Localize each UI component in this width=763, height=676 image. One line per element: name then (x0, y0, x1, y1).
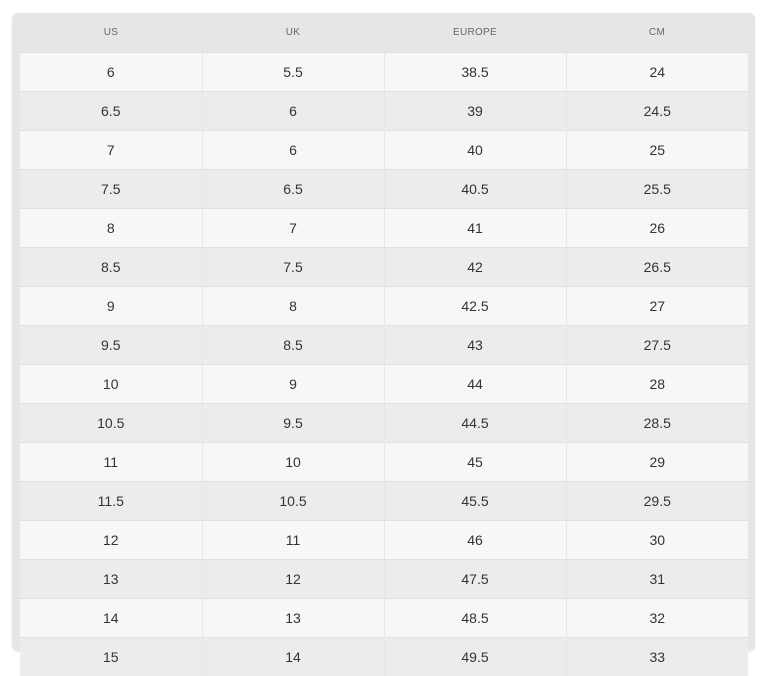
cell-us: 6 (20, 53, 202, 92)
cell-us: 9.5 (20, 326, 202, 365)
cell-us: 8 (20, 209, 202, 248)
cell-europe: 44.5 (384, 404, 566, 443)
cell-us: 9 (20, 287, 202, 326)
cell-us: 7 (20, 131, 202, 170)
cell-cm: 33 (566, 638, 748, 676)
cell-europe: 42.5 (384, 287, 566, 326)
cell-us: 10 (20, 365, 202, 404)
cell-europe: 45 (384, 443, 566, 482)
cell-cm: 26 (566, 209, 748, 248)
cell-cm: 29 (566, 443, 748, 482)
cell-cm: 29.5 (566, 482, 748, 521)
cell-us: 8.5 (20, 248, 202, 287)
cell-cm: 31 (566, 560, 748, 599)
cell-us: 13 (20, 560, 202, 599)
cell-europe: 40.5 (384, 170, 566, 209)
cell-uk: 9 (202, 365, 384, 404)
cell-europe: 38.5 (384, 53, 566, 92)
cell-cm: 32 (566, 599, 748, 638)
cell-us: 14 (20, 599, 202, 638)
cell-europe: 40 (384, 131, 566, 170)
cell-uk: 6 (202, 131, 384, 170)
cell-cm: 28.5 (566, 404, 748, 443)
cell-us: 6.5 (20, 92, 202, 131)
cell-uk: 7.5 (202, 248, 384, 287)
header-uk: UK (202, 13, 384, 53)
cell-us: 7.5 (20, 170, 202, 209)
cell-uk: 11 (202, 521, 384, 560)
cell-cm: 25.5 (566, 170, 748, 209)
cell-uk: 10 (202, 443, 384, 482)
cell-cm: 27 (566, 287, 748, 326)
cell-us: 15 (20, 638, 202, 676)
cell-europe: 39 (384, 92, 566, 131)
header-us: US (20, 13, 202, 53)
cell-cm: 30 (566, 521, 748, 560)
cell-europe: 45.5 (384, 482, 566, 521)
cell-us: 10.5 (20, 404, 202, 443)
cell-uk: 9.5 (202, 404, 384, 443)
header-row: US UK EUROPE CM (20, 13, 748, 53)
cell-us: 11.5 (20, 482, 202, 521)
cell-us: 11 (20, 443, 202, 482)
cell-europe: 42 (384, 248, 566, 287)
cell-europe: 41 (384, 209, 566, 248)
cell-europe: 49.5 (384, 638, 566, 676)
cell-cm: 27.5 (566, 326, 748, 365)
cell-uk: 5.5 (202, 53, 384, 92)
cell-cm: 26.5 (566, 248, 748, 287)
cell-uk: 7 (202, 209, 384, 248)
cell-europe: 44 (384, 365, 566, 404)
cell-europe: 43 (384, 326, 566, 365)
cell-uk: 13 (202, 599, 384, 638)
cell-cm: 28 (566, 365, 748, 404)
cell-europe: 46 (384, 521, 566, 560)
cell-uk: 6 (202, 92, 384, 131)
header-cm: CM (566, 13, 748, 53)
cell-us: 12 (20, 521, 202, 560)
cell-cm: 24.5 (566, 92, 748, 131)
cell-uk: 10.5 (202, 482, 384, 521)
cell-europe: 48.5 (384, 599, 566, 638)
cell-uk: 6.5 (202, 170, 384, 209)
cell-uk: 8.5 (202, 326, 384, 365)
cell-uk: 12 (202, 560, 384, 599)
cell-uk: 14 (202, 638, 384, 676)
header-europe: EUROPE (384, 13, 566, 53)
cell-uk: 8 (202, 287, 384, 326)
cell-cm: 25 (566, 131, 748, 170)
cell-europe: 47.5 (384, 560, 566, 599)
cell-cm: 24 (566, 53, 748, 92)
